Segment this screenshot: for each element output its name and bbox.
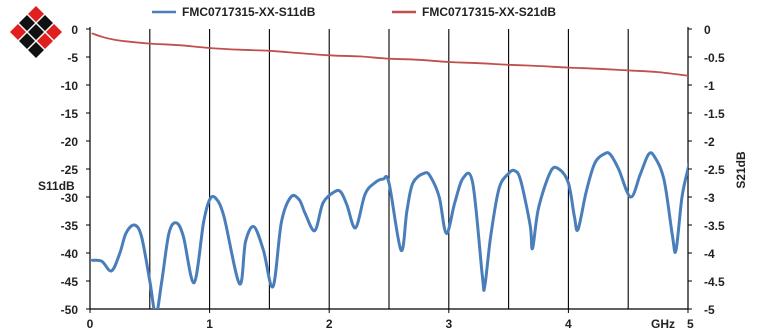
y-right-tick-label: -1 — [704, 79, 715, 93]
x-tick-label: 2 — [326, 317, 333, 331]
legend: FMC0717315-XX-S11dB FMC0717315-XX-S21dB — [152, 5, 556, 19]
y-left-tick-label: -30 — [61, 191, 79, 205]
y-left-tick-label: -5 — [67, 51, 78, 65]
x-tick-label: 5 — [687, 317, 694, 331]
logo-diamond — [28, 6, 44, 22]
y-left-tick-label: -15 — [61, 107, 79, 121]
y-right-tick-label: -5 — [704, 303, 715, 317]
y-left-tick-label: 0 — [71, 23, 78, 37]
logo-diamond — [19, 15, 35, 31]
y-right-tick-label: -2.5 — [704, 163, 725, 177]
logo-diamond — [10, 24, 26, 40]
y-right-tick-label: -4.5 — [704, 275, 725, 289]
grid — [149, 29, 629, 309]
y-right-tick-label: -4 — [704, 247, 715, 261]
y-left-tick-label: -40 — [61, 247, 79, 261]
y-right-tick-label: -3.5 — [704, 219, 725, 233]
y-right-axis-label: S21dB — [734, 151, 748, 189]
x-axis-label: GHz — [651, 317, 675, 331]
logo-diamond — [28, 42, 44, 58]
series-line-s21 — [91, 32, 688, 77]
y-right-tick-label: -2 — [704, 135, 715, 149]
x-tick-label: 0 — [87, 317, 94, 331]
diamond-grid-logo-icon — [10, 6, 62, 58]
x-tick-label: 3 — [445, 317, 452, 331]
y-left-tick-label: -35 — [61, 219, 79, 233]
y-left-axis-label: S11dB — [38, 179, 75, 193]
y-right-tick-label: 0 — [704, 23, 711, 37]
x-tick-label: 1 — [206, 317, 213, 331]
y-left-tick-label: -25 — [61, 163, 79, 177]
tick-labels: 0-5-10-15-20-25-30-35-40-45-500-0.5-1-1.… — [61, 23, 725, 331]
series-layer — [90, 32, 688, 309]
series-line-s11 — [90, 151, 688, 309]
y-left-tick-label: -10 — [61, 79, 79, 93]
y-right-tick-label: -0.5 — [704, 51, 725, 65]
y-left-tick-label: -45 — [61, 275, 79, 289]
logo-diamond — [37, 15, 53, 31]
y-left-tick-label: -50 — [61, 303, 79, 317]
y-right-tick-label: -1.5 — [704, 107, 725, 121]
y-left-tick-label: -20 — [61, 135, 79, 149]
legend-label-s11: FMC0717315-XX-S11dB — [182, 5, 316, 19]
logo-diamond — [37, 33, 53, 49]
y-right-tick-label: -3 — [704, 191, 715, 205]
logo-diamond — [28, 24, 44, 40]
x-tick-label: 4 — [565, 317, 572, 331]
legend-label-s21: FMC0717315-XX-S21dB — [422, 5, 556, 19]
logo-diamond — [19, 33, 35, 49]
logo-diamond — [46, 24, 62, 40]
